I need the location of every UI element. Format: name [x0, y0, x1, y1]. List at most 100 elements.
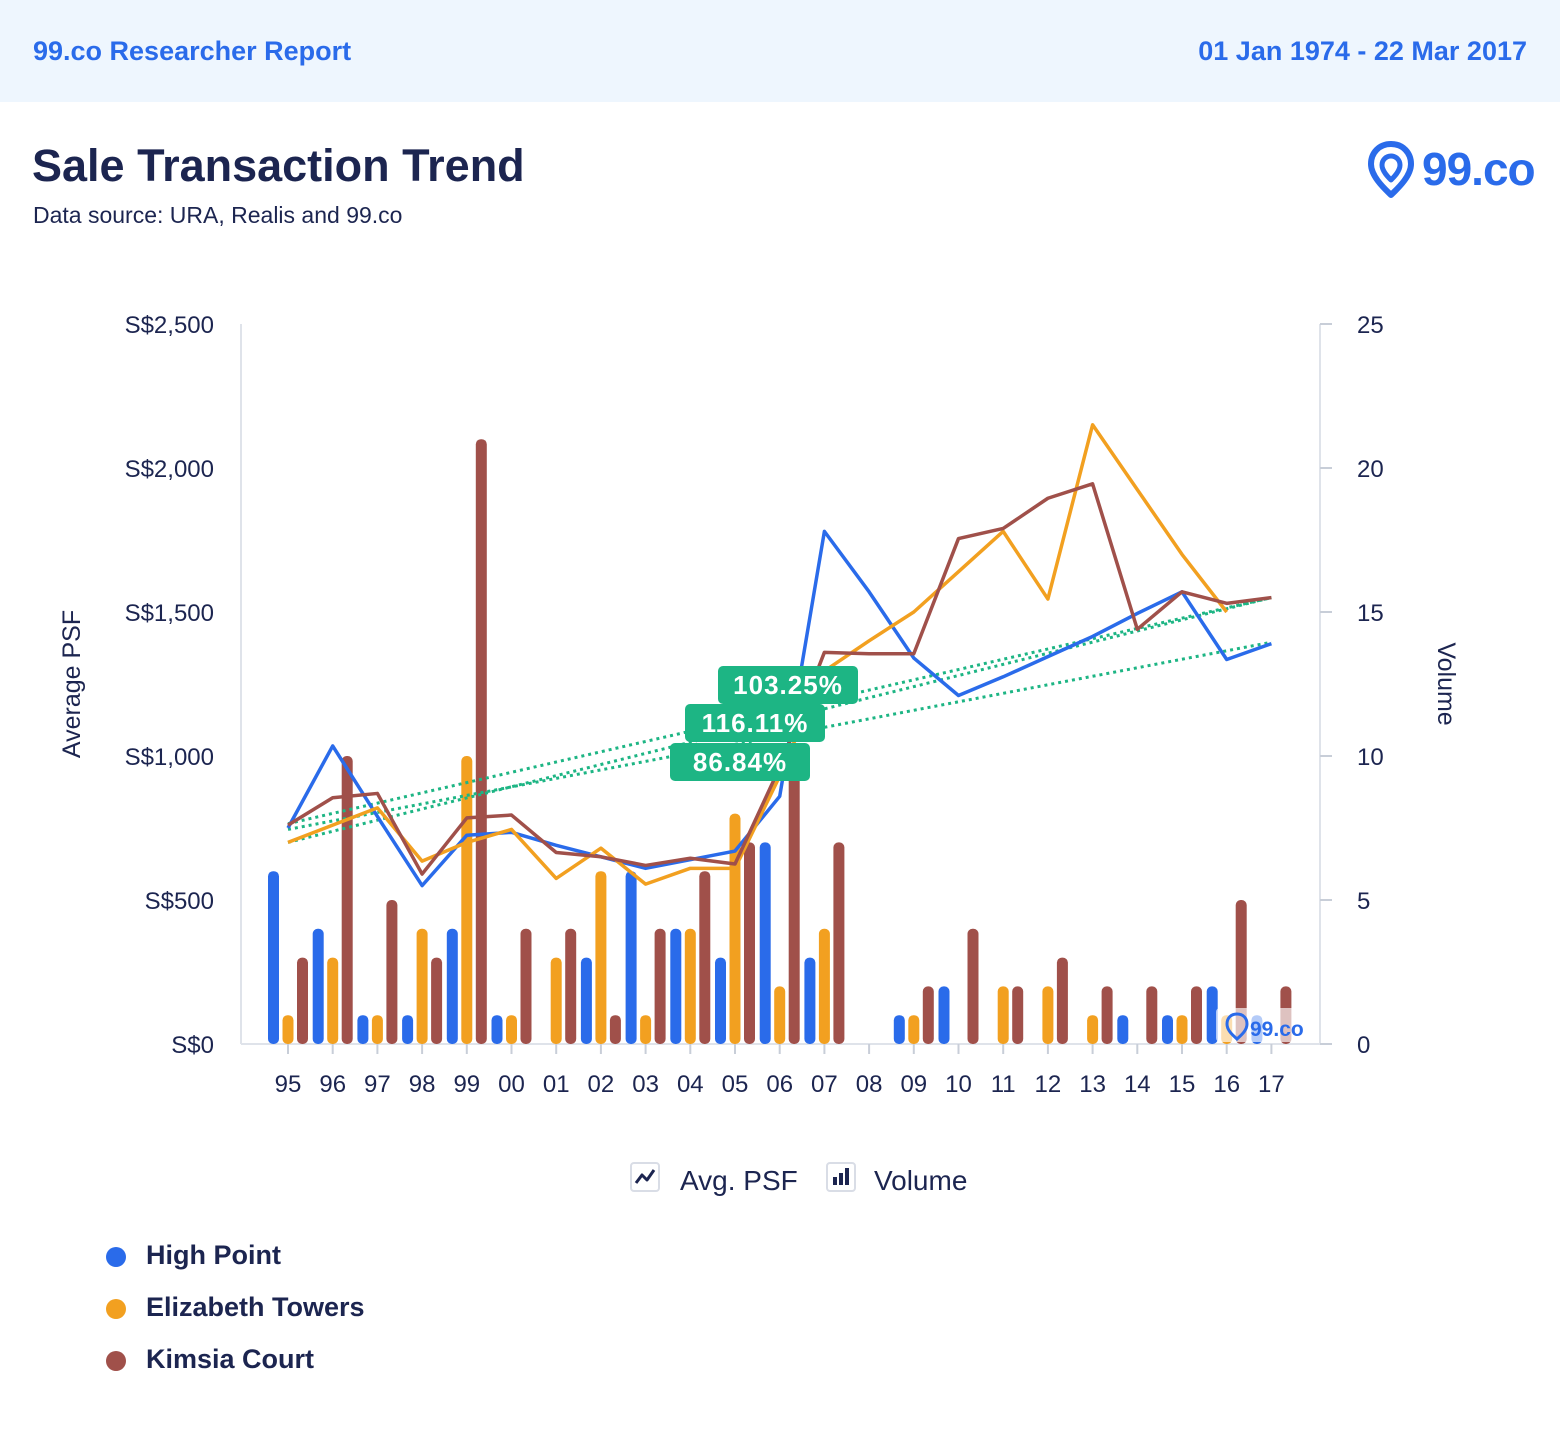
volume-bar-kimsia-court — [967, 928, 979, 1044]
volume-bar-kimsia-court — [609, 1015, 621, 1044]
volume-bar-kimsia-court — [922, 986, 934, 1044]
page-title: Sale Transaction Trend — [32, 140, 525, 191]
x-tick-label: 97 — [364, 1071, 391, 1098]
volume-bar-high-point — [402, 1015, 414, 1044]
right-tick-label: 25 — [1357, 312, 1384, 339]
x-tick-label: 16 — [1213, 1071, 1240, 1098]
report-label: 99.co Researcher Report — [33, 36, 352, 66]
volume-bar-elizabeth-towers — [774, 986, 786, 1044]
left-tick-label: S$500 — [145, 888, 214, 915]
volume-bar-high-point — [893, 1015, 905, 1044]
x-tick-label: 12 — [1035, 1071, 1062, 1098]
date-range: 01 Jan 1974 - 22 Mar 2017 — [1198, 36, 1527, 66]
volume-bar-high-point — [1117, 1015, 1129, 1044]
y-axis-left-label: Average PSF — [58, 610, 86, 758]
x-tick-label: 00 — [498, 1071, 525, 1098]
watermark-pin-icon — [1225, 1012, 1249, 1042]
volume-bar-high-point — [625, 871, 637, 1044]
volume-bar-kimsia-court — [744, 842, 755, 1044]
volume-bar-elizabeth-towers — [908, 1015, 920, 1044]
volume-bar-elizabeth-towers — [595, 871, 607, 1044]
volume-bar-high-point — [580, 957, 592, 1044]
volume-bar-high-point — [759, 842, 771, 1044]
trend-badge-label: 103.25% — [733, 670, 843, 700]
volume-bar-kimsia-court — [386, 900, 398, 1044]
volume-bar-high-point — [312, 928, 324, 1044]
location-pin-icon — [1368, 141, 1414, 198]
x-tick-label: 17 — [1258, 1071, 1285, 1098]
x-tick-label: 98 — [409, 1071, 436, 1098]
volume-bar-elizabeth-towers — [1042, 986, 1054, 1044]
x-tick-label: 11 — [991, 1071, 1016, 1098]
psf-line-elizabeth-towers — [287, 423, 1229, 886]
x-tick-label: 01 — [543, 1071, 570, 1098]
right-tick-label: 10 — [1357, 744, 1384, 771]
volume-bar-kimsia-court — [1012, 986, 1024, 1044]
x-tick-label: 09 — [900, 1071, 927, 1098]
x-tick-label: 14 — [1124, 1071, 1151, 1098]
volume-bar-elizabeth-towers — [416, 928, 428, 1044]
x-tick-label: 05 — [722, 1071, 749, 1098]
volume-bar-elizabeth-towers — [640, 1015, 652, 1044]
left-tick-label: S$1,500 — [125, 600, 214, 627]
volume-bar-high-point — [938, 986, 950, 1044]
x-tick-label: 03 — [632, 1071, 659, 1098]
x-tick-label: 04 — [677, 1071, 704, 1098]
volume-bar-high-point — [1162, 1015, 1173, 1044]
bar-chart-icon — [826, 1162, 856, 1192]
volume-bar-kimsia-court — [1146, 986, 1158, 1044]
volume-bar-elizabeth-towers — [506, 1015, 517, 1044]
volume-bar-kimsia-court — [788, 756, 800, 1044]
x-tick-label: 96 — [319, 1071, 346, 1098]
data-source-subtitle: Data source: URA, Realis and 99.co — [33, 202, 403, 228]
volume-bar-kimsia-court — [1056, 957, 1068, 1044]
line-chart-icon — [630, 1162, 660, 1192]
right-tick-label: 20 — [1357, 456, 1384, 483]
volume-bar-kimsia-court — [475, 439, 487, 1044]
trend-badge-elizabeth-towers — [685, 704, 825, 742]
volume-bar-elizabeth-towers — [684, 928, 696, 1044]
trend-badge-kimsia-court — [718, 666, 858, 704]
volume-bar-high-point — [491, 1015, 503, 1044]
volume-bar-kimsia-court — [699, 871, 711, 1044]
volume-bar-high-point — [446, 928, 458, 1044]
volume-bar-kimsia-court — [431, 957, 443, 1044]
legend-dot — [106, 1299, 126, 1319]
x-tick-label: 06 — [766, 1071, 793, 1098]
psf-line-high-point — [286, 529, 1272, 888]
volume-bar-kimsia-court — [833, 842, 845, 1044]
legend-avg-psf-label: Avg. PSF — [680, 1165, 798, 1196]
trend-badge-label: 86.84% — [693, 747, 787, 777]
volume-bar-high-point — [1206, 986, 1218, 1044]
volume-bar-elizabeth-towers — [461, 756, 473, 1044]
x-tick-label: 10 — [945, 1071, 972, 1098]
volume-bar-kimsia-court — [1191, 986, 1202, 1044]
trend-badge-label: 116.11% — [702, 708, 809, 738]
volume-bar-elizabeth-towers — [729, 813, 741, 1044]
left-tick-label: S$1,000 — [125, 744, 214, 771]
right-tick-label: 15 — [1357, 600, 1384, 627]
left-tick-label: S$2,500 — [125, 312, 214, 339]
volume-bar-high-point — [357, 1015, 369, 1044]
legend-dot — [106, 1351, 126, 1371]
watermark-text: 99.co — [1250, 1018, 1304, 1041]
volume-bar-high-point — [804, 957, 816, 1044]
trend-badge-high-point — [670, 743, 810, 781]
x-tick-label: 07 — [811, 1071, 838, 1098]
volume-bar-kimsia-court — [341, 756, 353, 1044]
x-tick-label: 13 — [1079, 1071, 1106, 1098]
x-tick-label: 15 — [1169, 1071, 1196, 1098]
volume-bar-high-point — [268, 871, 279, 1044]
volume-bar-kimsia-court — [297, 957, 308, 1044]
x-tick-label: 08 — [856, 1071, 883, 1098]
x-tick-label: 95 — [275, 1071, 302, 1098]
legend-dot — [106, 1247, 126, 1267]
header-bar: 99.co Researcher Report 01 Jan 1974 - 22… — [0, 0, 1560, 102]
volume-bar-elizabeth-towers — [282, 1015, 294, 1044]
volume-bar-elizabeth-towers — [818, 928, 830, 1044]
volume-bar-elizabeth-towers — [550, 957, 562, 1044]
legend-item-label: Elizabeth Towers — [146, 1292, 365, 1322]
volume-bar-high-point — [715, 957, 726, 1044]
right-tick-label: 0 — [1357, 1032, 1370, 1059]
